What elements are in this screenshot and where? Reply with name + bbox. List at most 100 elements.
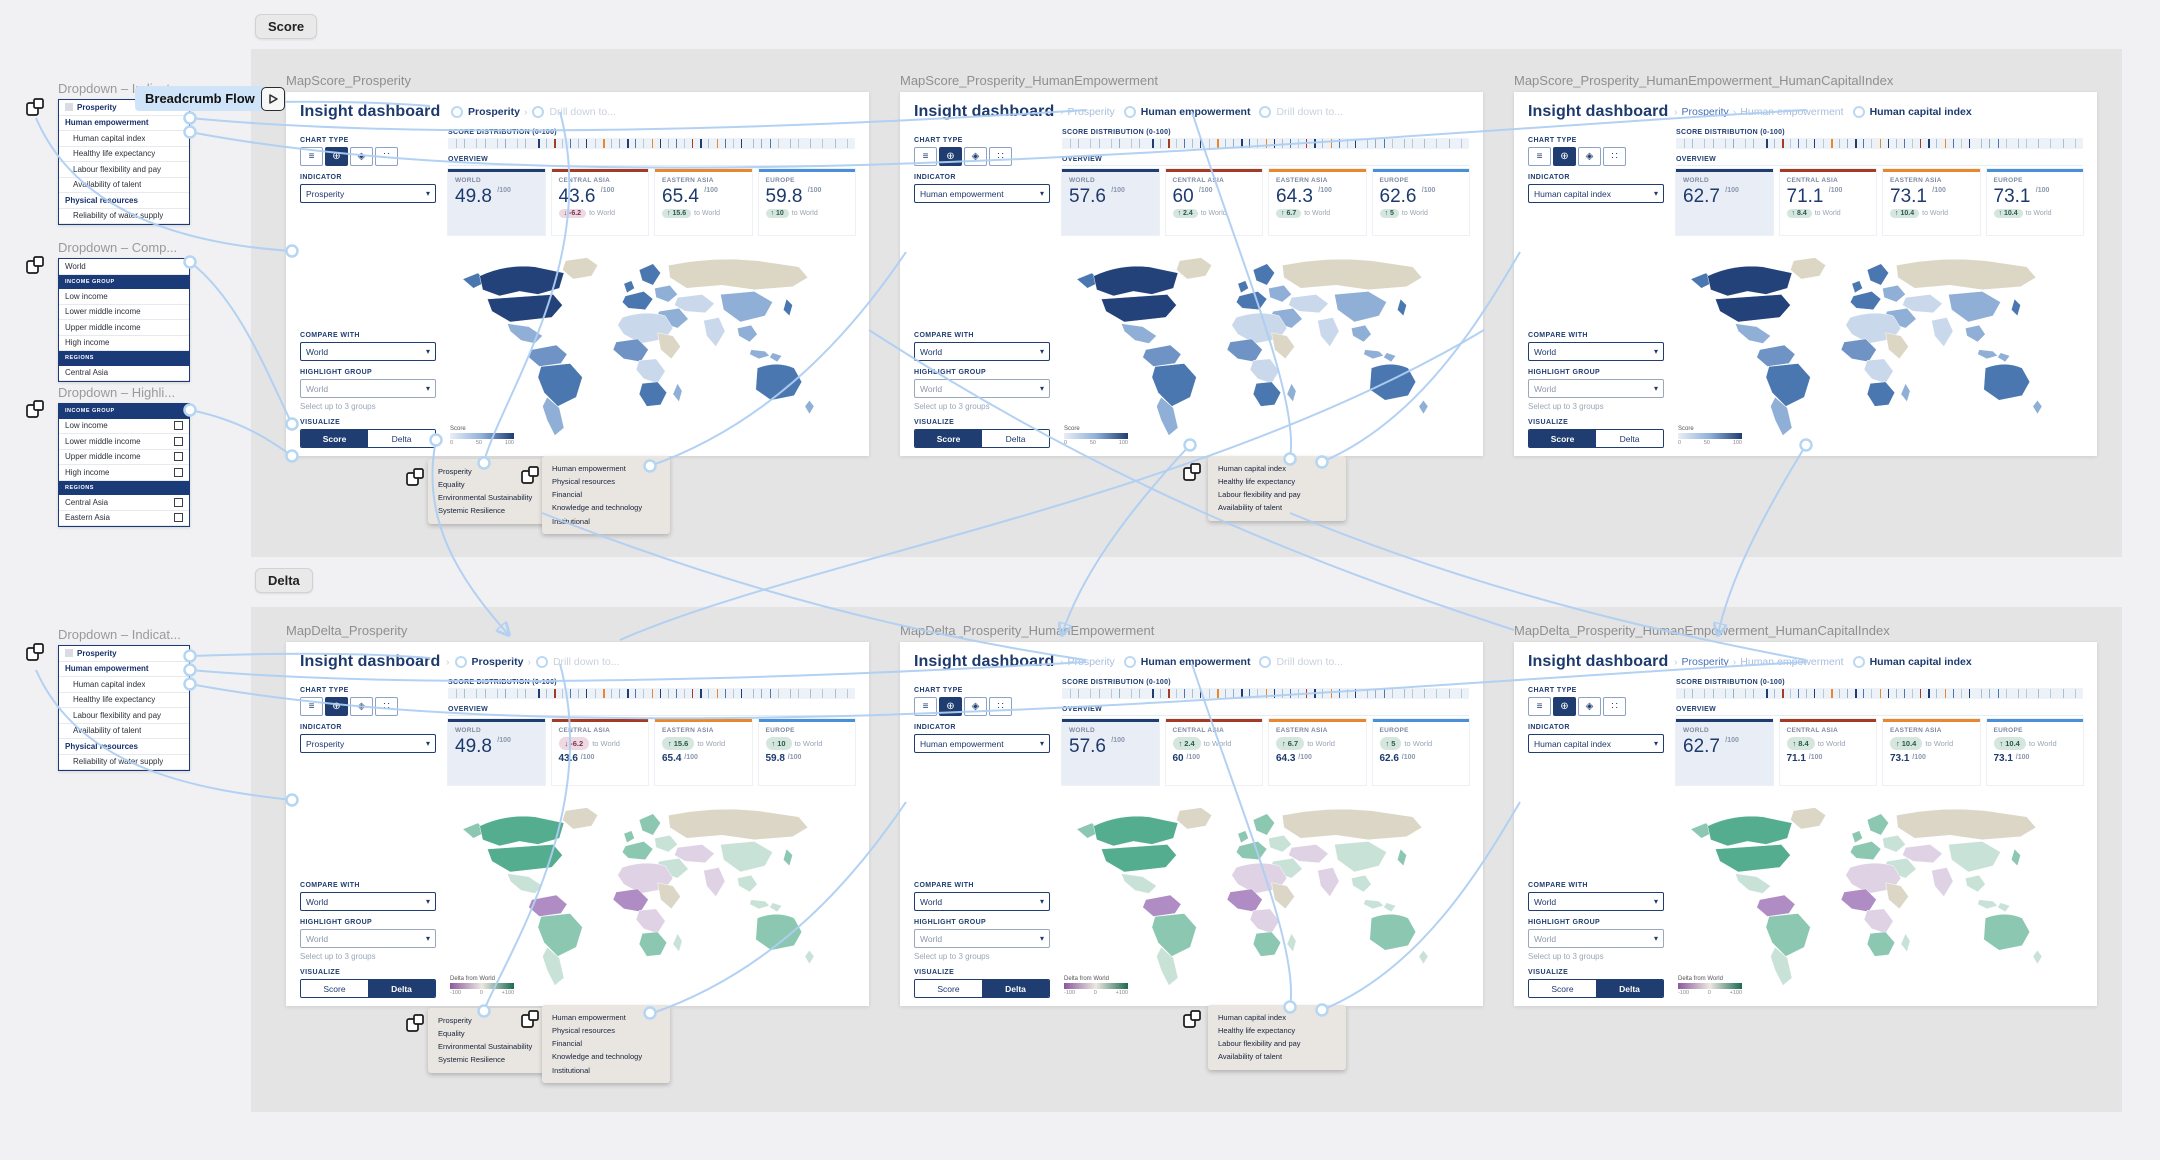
breadcrumb-item[interactable]: Human empowerment bbox=[1740, 656, 1844, 668]
indicator-select[interactable]: Human empowerment ▾ bbox=[914, 734, 1050, 753]
dropdown-option[interactable]: Lower middle income bbox=[59, 305, 189, 320]
score-toggle-button[interactable]: Score bbox=[301, 980, 368, 997]
frame-title[interactable]: MapScore_Prosperity_HumanEmpowerment bbox=[900, 73, 1158, 88]
frame-title[interactable]: MapDelta_Prosperity bbox=[286, 623, 408, 638]
frame-title[interactable]: MapDelta_Prosperity_HumanEmpowerment bbox=[900, 623, 1155, 638]
dropdown-option[interactable]: Healthy life expectancy bbox=[59, 693, 189, 708]
dropdown-option[interactable]: REGIONS bbox=[59, 480, 189, 495]
delta-toggle-button[interactable]: Delta bbox=[1596, 430, 1663, 447]
breadcrumb-item[interactable]: Drill down to... bbox=[1276, 106, 1343, 118]
highlight-group-select[interactable]: World ▾ bbox=[300, 929, 436, 948]
instance-icon[interactable] bbox=[24, 96, 46, 118]
delta-toggle-button[interactable]: Delta bbox=[368, 430, 435, 447]
breadcrumb-item[interactable]: Human empowerment bbox=[1140, 106, 1251, 118]
chart-type-button[interactable]: ⊕ bbox=[325, 697, 348, 716]
delta-toggle-button[interactable]: Delta bbox=[982, 980, 1049, 997]
chart-type-button[interactable]: ∷ bbox=[375, 697, 398, 716]
chart-type-button[interactable]: ⊕ bbox=[1553, 697, 1576, 716]
indicator-select[interactable]: Human empowerment ▾ bbox=[914, 184, 1050, 203]
dropdown-option[interactable]: Reliability of water supply bbox=[59, 755, 189, 770]
checkbox[interactable] bbox=[174, 497, 183, 507]
dropdown-option[interactable]: Physical resources bbox=[59, 739, 189, 755]
chart-type-button[interactable]: ◈ bbox=[1578, 147, 1601, 166]
breadcrumb-item[interactable]: Human capital index bbox=[1869, 656, 1972, 668]
highlight-group-select[interactable]: World ▾ bbox=[1528, 379, 1664, 398]
chart-type-button[interactable]: ◈ bbox=[964, 147, 987, 166]
dropdown-option[interactable]: Human capital index bbox=[59, 677, 189, 693]
score-section-label[interactable]: Score bbox=[255, 14, 318, 39]
indicator-select[interactable]: Prosperity ▾ bbox=[300, 184, 436, 203]
checkbox[interactable] bbox=[174, 421, 183, 431]
breadcrumb-item[interactable]: Drill down to... bbox=[549, 106, 616, 118]
chart-type-button[interactable]: ◈ bbox=[350, 147, 373, 166]
instance-icon[interactable] bbox=[519, 464, 541, 486]
highlight-group-select[interactable]: World ▾ bbox=[914, 929, 1050, 948]
instance-icon[interactable] bbox=[519, 1008, 541, 1030]
delta-toggle-button[interactable]: Delta bbox=[1596, 980, 1663, 997]
dropdown-option[interactable]: Reliability of water supply bbox=[59, 209, 189, 224]
chart-type-button[interactable]: ⊕ bbox=[939, 147, 962, 166]
frame-title[interactable]: MapScore_Prosperity bbox=[286, 73, 411, 88]
dropdown-option[interactable]: Labour flexibility and pay bbox=[59, 708, 189, 724]
dropdown-option[interactable]: Human empowerment bbox=[59, 662, 189, 677]
chart-type-button[interactable]: ∷ bbox=[375, 147, 398, 166]
dropdown-option[interactable]: Lower middle income bbox=[59, 434, 189, 450]
score-toggle-button[interactable]: Score bbox=[915, 430, 982, 447]
chart-type-button[interactable]: ≡ bbox=[914, 697, 937, 716]
dropdown-option[interactable]: Low income bbox=[59, 419, 189, 434]
delta-toggle-button[interactable]: Delta bbox=[982, 430, 1049, 447]
dropdown-panel-title[interactable]: Dropdown – Indicat... bbox=[58, 627, 181, 642]
chart-type-button[interactable]: ◈ bbox=[350, 697, 373, 716]
dropdown-option[interactable]: Upper middle income bbox=[59, 450, 189, 465]
compare-with-select[interactable]: World ▾ bbox=[300, 342, 436, 361]
compare-with-select[interactable]: World ▾ bbox=[914, 342, 1050, 361]
breadcrumb-item[interactable]: Human empowerment bbox=[1740, 106, 1844, 118]
dropdown-option[interactable]: INCOME GROUP bbox=[59, 274, 189, 289]
dropdown-option[interactable]: Human capital index bbox=[59, 131, 189, 147]
instance-icon[interactable] bbox=[24, 641, 46, 663]
breadcrumb-item[interactable]: Prosperity bbox=[1681, 656, 1729, 668]
dropdown-option[interactable]: Physical resources bbox=[59, 193, 189, 209]
highlight-group-select[interactable]: World ▾ bbox=[1528, 929, 1664, 948]
compare-with-select[interactable]: World ▾ bbox=[300, 892, 436, 911]
dropdown-option[interactable]: Eastern Asia bbox=[59, 511, 189, 526]
dropdown-option[interactable]: Central Asia bbox=[59, 366, 189, 381]
dropdown-option[interactable]: INCOME GROUP bbox=[59, 404, 189, 419]
frame-title[interactable]: MapDelta_Prosperity_HumanEmpowerment_Hum… bbox=[1514, 623, 1890, 638]
score-toggle-button[interactable]: Score bbox=[1529, 980, 1596, 997]
instance-icon[interactable] bbox=[404, 1012, 426, 1034]
checkbox[interactable] bbox=[174, 436, 183, 446]
breadcrumb-flow-label[interactable]: Breadcrumb Flow bbox=[135, 86, 265, 111]
frame-title[interactable]: MapScore_Prosperity_HumanEmpowerment_Hum… bbox=[1514, 73, 1894, 88]
breadcrumb-item[interactable]: Human capital index bbox=[1869, 106, 1972, 118]
breadcrumb-item[interactable]: Human empowerment bbox=[1140, 656, 1251, 668]
dropdown-option[interactable]: World bbox=[59, 259, 189, 275]
indicator-select[interactable]: Human capital index ▾ bbox=[1528, 734, 1664, 753]
chart-type-button[interactable]: ∷ bbox=[989, 697, 1012, 716]
instance-icon[interactable] bbox=[1181, 461, 1203, 483]
instance-icon[interactable] bbox=[24, 254, 46, 276]
dropdown-panel-title[interactable]: Dropdown – Comp... bbox=[58, 240, 178, 255]
flow-play-icon[interactable] bbox=[261, 87, 285, 111]
breadcrumb-item[interactable]: Prosperity bbox=[1067, 106, 1115, 118]
chart-type-button[interactable]: ≡ bbox=[300, 147, 323, 166]
checkbox[interactable] bbox=[174, 452, 183, 462]
chart-type-button[interactable]: ⊕ bbox=[939, 697, 962, 716]
breadcrumb-item[interactable]: Prosperity bbox=[1681, 106, 1729, 118]
compare-with-select[interactable]: World ▾ bbox=[1528, 342, 1664, 361]
breadcrumb-item[interactable]: Drill down to... bbox=[552, 656, 620, 668]
dropdown-option[interactable]: Upper middle income bbox=[59, 320, 189, 336]
checkbox[interactable] bbox=[174, 467, 183, 477]
score-toggle-button[interactable]: Score bbox=[915, 980, 982, 997]
dropdown-option[interactable]: Availability of talent bbox=[59, 178, 189, 193]
chart-type-button[interactable]: ⊕ bbox=[325, 147, 348, 166]
dropdown-option[interactable]: Prosperity bbox=[59, 100, 189, 116]
highlight-group-select[interactable]: World ▾ bbox=[300, 379, 436, 398]
chart-type-button[interactable]: ⊕ bbox=[1553, 147, 1576, 166]
dropdown-option[interactable]: Central Asia bbox=[59, 495, 189, 511]
chart-type-button[interactable]: ≡ bbox=[300, 697, 323, 716]
breadcrumb-item[interactable]: Prosperity bbox=[1067, 656, 1115, 668]
chart-type-button[interactable]: ◈ bbox=[964, 697, 987, 716]
highlight-group-select[interactable]: World ▾ bbox=[914, 379, 1050, 398]
chart-type-button[interactable]: ≡ bbox=[1528, 697, 1551, 716]
